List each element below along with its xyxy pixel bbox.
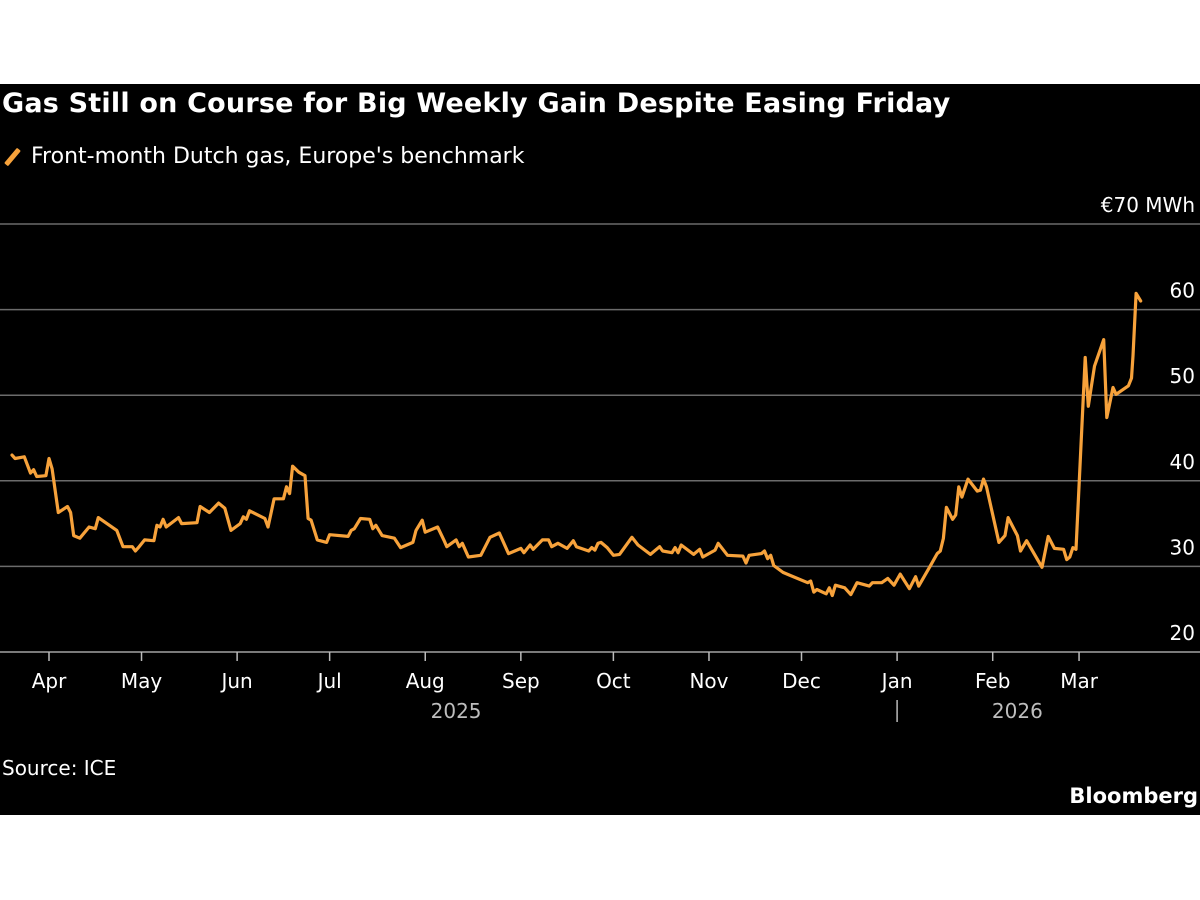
x-tick-label: Mar (1060, 669, 1099, 693)
year-label: 2025 (431, 699, 482, 723)
x-tick-label: Feb (975, 669, 1010, 693)
y-tick-label: 50 (1170, 364, 1195, 388)
line-chart: €70 MWh 60 50 40 30 20 Apr May Jun Jul Aug Sep Oct No… (0, 193, 1200, 723)
x-tick-label: Dec (782, 669, 821, 693)
x-tick-label: Jun (219, 669, 252, 693)
x-tick-label: Jul (316, 669, 342, 693)
x-tick-label: Aug (406, 669, 445, 693)
x-tick-label: Nov (689, 669, 728, 693)
y-tick-label: €70 MWh (1101, 193, 1195, 217)
series-line-dutch-gas (10, 291, 1143, 598)
y-tick-label: 20 (1170, 621, 1195, 645)
x-tick-label: May (121, 669, 163, 693)
year-label: 2026 (992, 699, 1043, 723)
legend-label: Front-month Dutch gas, Europe's benchmar… (31, 144, 525, 169)
bloomberg-logo: Bloomberg (1069, 784, 1198, 808)
x-tick-label: Sep (502, 669, 540, 693)
x-tick-label: Jan (880, 669, 913, 693)
chart-title: Gas Still on Course for Big Weekly Gain … (2, 88, 951, 119)
y-tick-label: 30 (1170, 535, 1195, 559)
chart-panel: Gas Still on Course for Big Weekly Gain … (0, 84, 1200, 815)
x-tick-label: Apr (32, 669, 67, 693)
y-tick-label: 60 (1170, 279, 1195, 303)
legend: Front-month Dutch gas, Europe's benchmar… (4, 144, 524, 169)
x-tick-label: Oct (596, 669, 631, 693)
source-note: Source: ICE (2, 756, 117, 780)
y-tick-label: 40 (1170, 450, 1195, 474)
